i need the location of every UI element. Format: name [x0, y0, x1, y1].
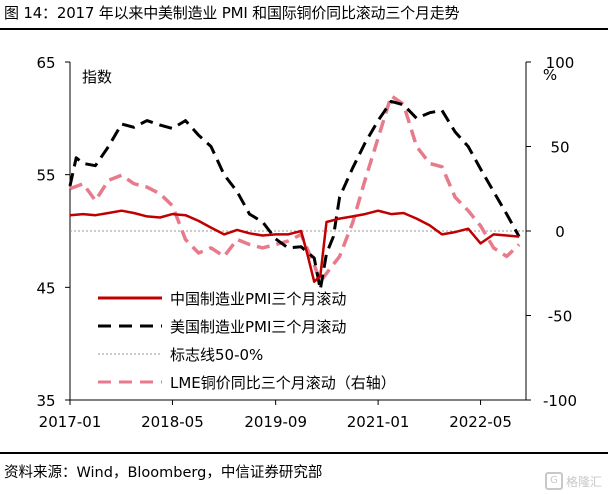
chart-title: 图 14：2017 年以来中美制造业 PMI 和国际铜价同比滚动三个月走势	[4, 4, 460, 22]
watermark-text: 格隆汇	[565, 474, 602, 489]
legend-label-1: 中国制造业PMI三个月滚动	[170, 290, 346, 308]
legend-label-4: LME铜价同比三个月滚动（右轴）	[170, 374, 396, 392]
x-tick-label: 2022-05	[449, 413, 512, 431]
source-divider	[0, 452, 608, 454]
watermark-logo-icon: G	[544, 472, 563, 490]
series-line-3	[69, 94, 521, 284]
left-tick-label: 45	[36, 279, 55, 297]
right-tick-label: 100	[546, 54, 575, 72]
left-tick-label: 55	[36, 167, 55, 185]
x-tick-label: 2019-09	[244, 413, 307, 431]
left-axis-title: 指数	[82, 68, 112, 86]
series-line-2	[68, 99, 521, 292]
right-tick-label: -50	[548, 308, 573, 326]
legend-label-2: 美国制造业PMI三个月滚动	[170, 318, 346, 336]
right-tick-label: 0	[555, 223, 565, 241]
watermark: G 格隆汇	[544, 472, 602, 490]
left-tick-label: 35	[36, 392, 55, 410]
series-line-1	[69, 209, 520, 283]
title-divider	[0, 28, 608, 30]
left-tick-label: 65	[36, 54, 55, 72]
x-tick-label: 2017-01	[39, 413, 102, 431]
right-tick-label: -100	[543, 392, 577, 410]
right-tick-label: 50	[550, 139, 569, 157]
right-axis-title: %	[543, 66, 557, 84]
legend-label-3: 标志线50-0%	[170, 346, 263, 364]
x-tick-label: 2021-01	[347, 413, 410, 431]
chart: 65 55 45 35 100 50 0 -50 -100 2017-01 2018-05 2019-…	[36, 54, 577, 431]
source-note: 资料来源：Wind，Bloomberg，中信证券研究部	[4, 465, 323, 481]
x-tick-label: 2018-05	[141, 413, 204, 431]
